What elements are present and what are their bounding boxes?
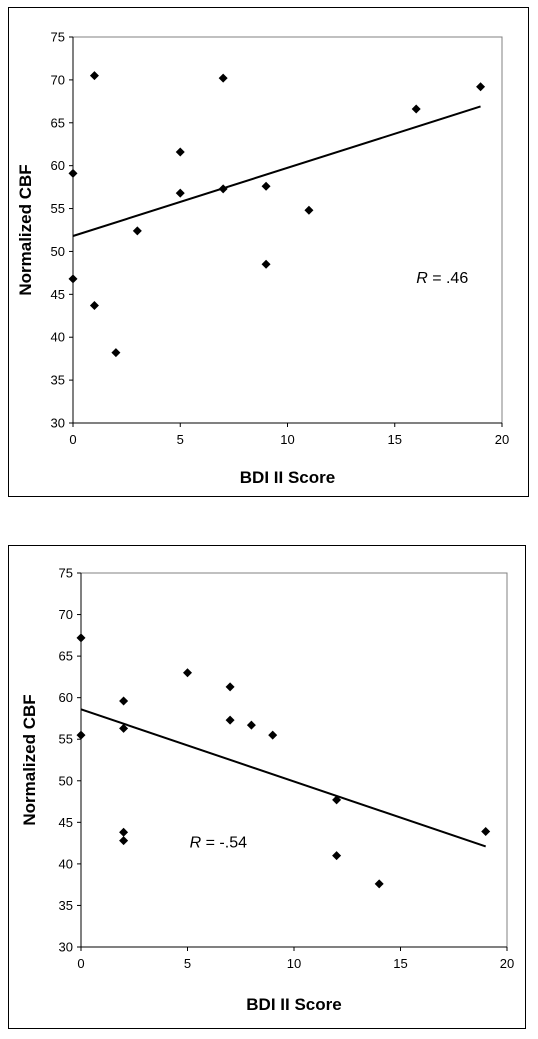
- y-tick-label: 30: [51, 416, 65, 431]
- data-point: [246, 720, 256, 730]
- data-point: [119, 827, 129, 837]
- y-tick-label: 40: [51, 330, 65, 345]
- data-point: [68, 274, 78, 284]
- x-tick-label: 20: [500, 956, 514, 971]
- x-tick-label: 10: [287, 956, 301, 971]
- y-tick-label: 65: [51, 115, 65, 130]
- data-point: [68, 168, 78, 178]
- y-axis-title: Normalized CBF: [20, 694, 39, 825]
- data-point: [268, 730, 278, 740]
- data-point: [261, 259, 271, 269]
- x-axis-title: BDI II Score: [240, 468, 335, 487]
- data-point: [225, 682, 235, 692]
- data-point: [119, 696, 129, 706]
- data-point: [175, 188, 185, 198]
- y-tick-label: 75: [59, 566, 73, 581]
- chart-panel-bottom: [8, 545, 526, 1029]
- data-point: [225, 715, 235, 725]
- data-point: [89, 71, 99, 81]
- y-tick-label: 35: [51, 373, 65, 388]
- r-symbol: R: [190, 834, 202, 851]
- data-point: [218, 184, 228, 194]
- data-point: [119, 836, 129, 846]
- y-tick-label: 55: [51, 201, 65, 216]
- y-tick-label: 75: [51, 30, 65, 45]
- data-point: [111, 348, 121, 358]
- y-tick-label: 70: [51, 72, 65, 87]
- data-point: [476, 82, 486, 92]
- data-point: [218, 73, 228, 83]
- data-point: [89, 300, 99, 310]
- data-point: [332, 795, 342, 805]
- chart-panel-top: [8, 7, 529, 497]
- y-tick-label: 60: [51, 158, 65, 173]
- x-axis-title: BDI II Score: [246, 995, 341, 1014]
- data-point: [76, 633, 86, 643]
- trendline: [72, 105, 481, 237]
- y-tick-label: 40: [59, 856, 73, 871]
- chart-bottom: 30 35 40 45 50 55 60 65 70 75 0 5 10 15 20 BDI II Score…: [20, 566, 514, 1015]
- data-point: [481, 826, 491, 836]
- data-point: [374, 879, 384, 889]
- trendline: [80, 708, 487, 848]
- y-tick-label: 50: [51, 244, 65, 259]
- r-value-annotation: R = .46: [416, 270, 468, 287]
- plot-area: [80, 572, 508, 948]
- y-tick-label: 70: [59, 607, 73, 622]
- r-value-annotation: R = -.54: [190, 834, 247, 851]
- y-tick-label: 65: [59, 649, 73, 664]
- x-tick-label: 15: [388, 432, 402, 447]
- y-tick-label: 45: [59, 815, 73, 830]
- x-tick-label: 5: [177, 432, 184, 447]
- y-tick-label: 35: [59, 898, 73, 913]
- data-point: [175, 147, 185, 157]
- y-tick-label: 50: [59, 773, 73, 788]
- y-tick-label: 60: [59, 690, 73, 705]
- data-point: [411, 104, 421, 114]
- r-value: = -.54: [201, 834, 247, 851]
- data-point: [304, 205, 314, 215]
- data-point: [261, 181, 271, 191]
- x-tick-label: 15: [393, 956, 407, 971]
- data-point: [76, 730, 86, 740]
- chart-top: 30 35 40 45 50 55 60 65 70 75 0 5 10 15 20 BDI II Score…: [16, 30, 509, 488]
- r-symbol: R: [416, 270, 428, 287]
- x-tick-label: 20: [495, 432, 509, 447]
- y-axis-title: Normalized CBF: [16, 164, 35, 295]
- x-tick-label: 0: [69, 432, 76, 447]
- x-tick-label: 0: [77, 956, 84, 971]
- data-point: [183, 668, 192, 678]
- data-point: [332, 851, 342, 861]
- y-tick-label: 30: [59, 940, 73, 955]
- data-point: [119, 723, 129, 733]
- x-tick-label: 5: [184, 956, 191, 971]
- y-tick-label: 55: [59, 732, 73, 747]
- data-point: [132, 226, 142, 236]
- r-value: = .46: [428, 270, 469, 287]
- x-tick-label: 10: [280, 432, 294, 447]
- y-tick-label: 45: [51, 287, 65, 302]
